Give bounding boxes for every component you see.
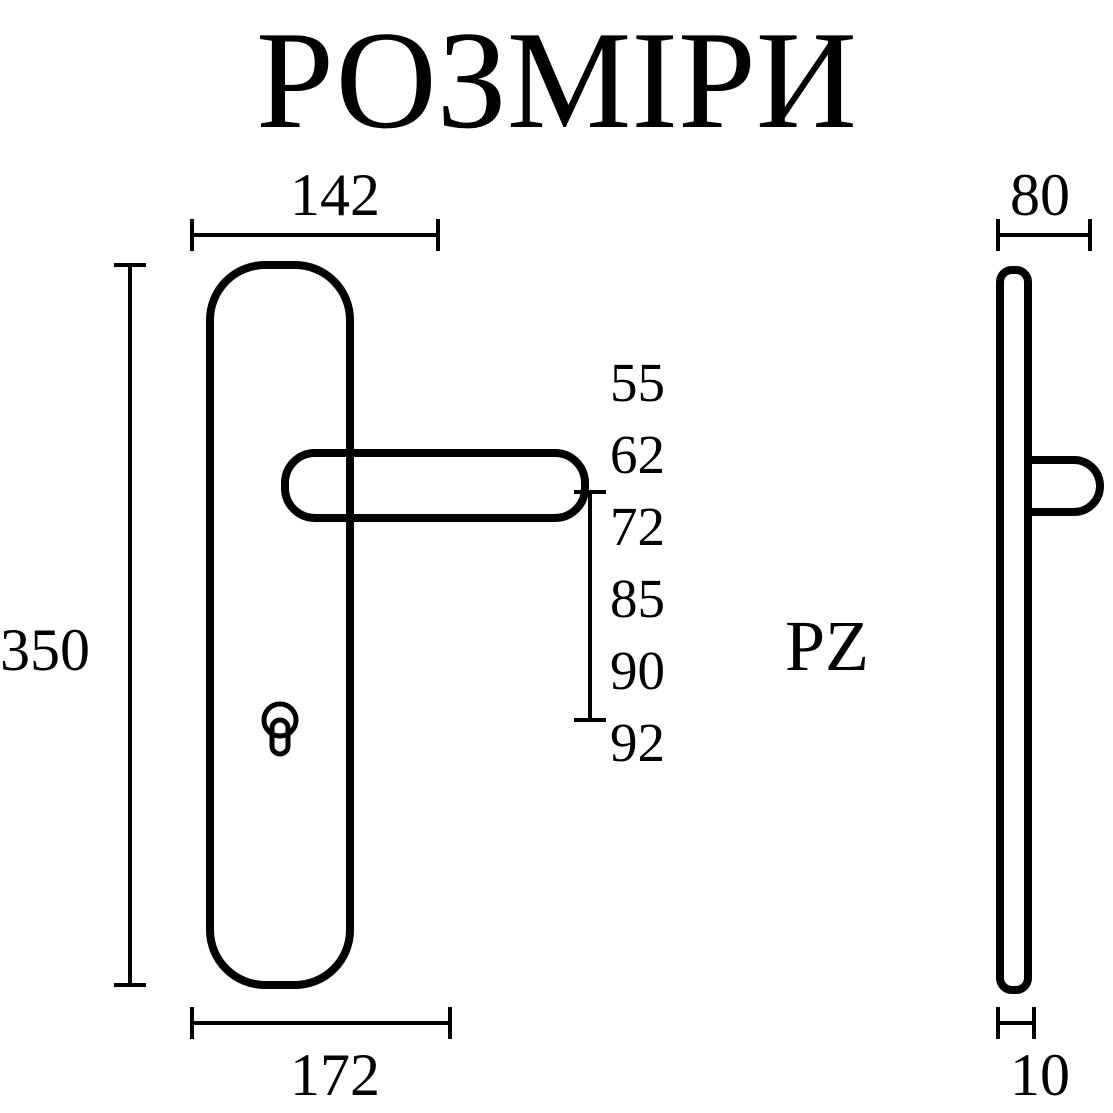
- size-4: 90: [610, 643, 665, 698]
- size-1: 62: [610, 427, 665, 482]
- dim-142: 142: [290, 165, 380, 225]
- dim-350: 350: [0, 620, 90, 680]
- dim-10: 10: [1010, 1045, 1070, 1105]
- size-0: 55: [610, 355, 665, 410]
- size-3: 85: [610, 571, 665, 626]
- label-pz: PZ: [785, 610, 869, 682]
- size-2: 72: [610, 499, 665, 554]
- dim-172: 172: [290, 1045, 380, 1105]
- diagram-title: РОЗМІРИ: [0, 0, 1113, 161]
- technical-drawing: [0, 0, 1113, 1113]
- size-5: 92: [610, 715, 665, 770]
- dim-80: 80: [1010, 165, 1070, 225]
